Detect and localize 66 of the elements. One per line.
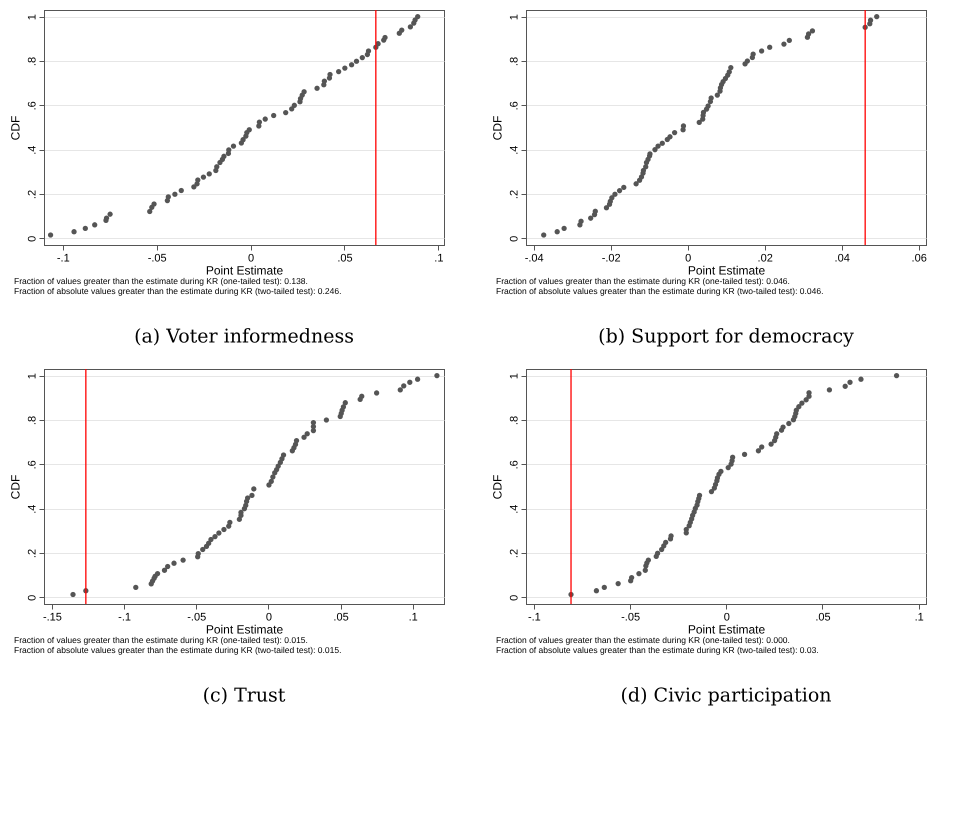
y-axis-title: CDF (490, 474, 504, 500)
x-tick-label: .05 (333, 612, 349, 624)
y-tick-label: .2 (26, 190, 38, 200)
text: Fraction of absolute values greater than the estimate during KR (two-tailed test): 0.015. (14, 645, 342, 655)
text: (c) Trust (202, 684, 286, 706)
y-tick-label: .8 (26, 56, 38, 66)
x-tick-label: -.1 (56, 252, 70, 264)
text: Fraction of absolute values greater than the estimate during KR (two-tailed test): 0.046. (496, 286, 824, 296)
x-tick-label: .02 (758, 252, 773, 264)
y-tick-label: .6 (508, 101, 520, 110)
x-tick-label: .05 (337, 252, 353, 264)
text: Fraction of values greater than the estimate during KR (one-tailed test): 0.046. (496, 276, 790, 286)
x-axis-title: Point Estimate (206, 264, 284, 278)
x-tick-label: .1 (408, 612, 418, 624)
x-tick-label: 0 (266, 612, 272, 624)
y-tick-label: 0 (26, 594, 38, 601)
x-tick-label: -.1 (118, 612, 132, 624)
x-axis-title: Point Estimate (688, 622, 766, 636)
y-tick-label: 0 (26, 236, 38, 242)
x-tick-label: -.05 (621, 612, 640, 624)
y-tick-label: .8 (26, 416, 38, 426)
x-tick-label: -.05 (187, 612, 206, 624)
y-tick-label: 1 (26, 14, 38, 20)
y-tick-label: .8 (508, 56, 520, 66)
text: (a) Voter informedness (134, 326, 354, 348)
x-tick-label: .05 (815, 612, 831, 624)
x-tick-label: -.1 (528, 612, 541, 624)
x-tick-label: -.02 (602, 252, 621, 264)
text: Fraction of absolute values greater than the estimate during KR (two-tailed test): 0.03. (496, 645, 819, 655)
y-tick-label: 0 (508, 236, 520, 242)
x-tick-label: .06 (912, 252, 927, 264)
x-tick-label: -.05 (148, 252, 167, 264)
text: Fraction of absolute values greater than the estimate during KR (two-tailed test): 0.246. (14, 286, 342, 296)
x-tick-label: .1 (434, 252, 444, 264)
y-tick-label: .4 (508, 146, 520, 155)
y-axis-title: CDF (8, 474, 22, 500)
x-tick-label: 0 (724, 612, 730, 624)
x-tick-label: -.04 (524, 252, 544, 264)
y-tick-label: .4 (26, 146, 38, 155)
text: (b) Support for democracy (598, 326, 854, 348)
text: (d) Civic participation (620, 684, 832, 706)
text: Fraction of values greater than the estimate during KR (one-tailed test): 0.000. (496, 635, 790, 645)
y-axis-title: CDF (8, 116, 22, 140)
y-axis-title: CDF (490, 116, 504, 140)
x-tick-label: .1 (914, 612, 924, 624)
y-tick-label: .2 (26, 548, 38, 558)
y-tick-label: 0 (508, 594, 520, 601)
text: Fraction of values greater than the estimate during KR (one-tailed test): 0.015. (14, 635, 308, 645)
x-tick-label: 0 (685, 252, 692, 264)
y-tick-label: .4 (508, 504, 520, 514)
x-axis-title: Point Estimate (688, 264, 766, 278)
y-tick-label: .6 (508, 460, 520, 470)
y-tick-label: 1 (508, 373, 520, 380)
y-tick-label: .2 (508, 190, 520, 200)
text: Fraction of values greater than the estimate during KR (one-tailed test): 0.138. (14, 276, 308, 286)
y-tick-label: 1 (26, 373, 38, 380)
x-tick-label: 0 (248, 252, 254, 264)
y-tick-label: .6 (26, 101, 38, 110)
y-tick-label: .4 (26, 504, 38, 514)
y-tick-label: .6 (26, 460, 38, 470)
x-tick-label: .04 (834, 252, 850, 264)
x-tick-label: -.15 (42, 612, 62, 624)
y-tick-label: 1 (508, 14, 520, 20)
y-tick-label: .8 (508, 416, 520, 426)
y-tick-label: .2 (508, 548, 520, 558)
x-axis-title: Point Estimate (206, 622, 284, 636)
